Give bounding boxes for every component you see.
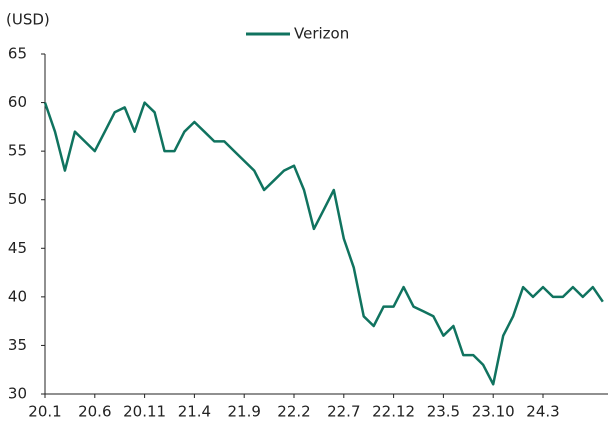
y-tick-label: 65	[8, 45, 27, 63]
y-unit-label: (USD)	[6, 11, 50, 29]
x-tick-label: 20.11	[123, 403, 166, 421]
price-line	[43, 101, 604, 386]
y-tick-label: 55	[8, 142, 27, 160]
legend-label: Verizon	[294, 25, 349, 43]
x-tick-label: 21.9	[227, 403, 260, 421]
x-tick-label: 24.3	[526, 403, 559, 421]
y-tick-label: 60	[8, 93, 27, 111]
y-tick-label: 45	[8, 239, 27, 257]
x-tick-label: 22.12	[372, 403, 415, 421]
x-tick-label: 23.10	[472, 403, 515, 421]
y-tick-label: 30	[8, 385, 27, 403]
x-tick-label: 22.7	[327, 403, 360, 421]
x-tick-label: 22.2	[277, 403, 310, 421]
x-tick-label: 20.6	[78, 403, 111, 421]
x-tick-label: 23.5	[427, 403, 460, 421]
y-tick-label: 35	[8, 336, 27, 354]
y-tick-label: 50	[8, 190, 27, 208]
y-tick-label: 40	[8, 287, 27, 305]
x-tick-label: 21.4	[178, 403, 211, 421]
x-tick-label: 20.1	[28, 403, 61, 421]
